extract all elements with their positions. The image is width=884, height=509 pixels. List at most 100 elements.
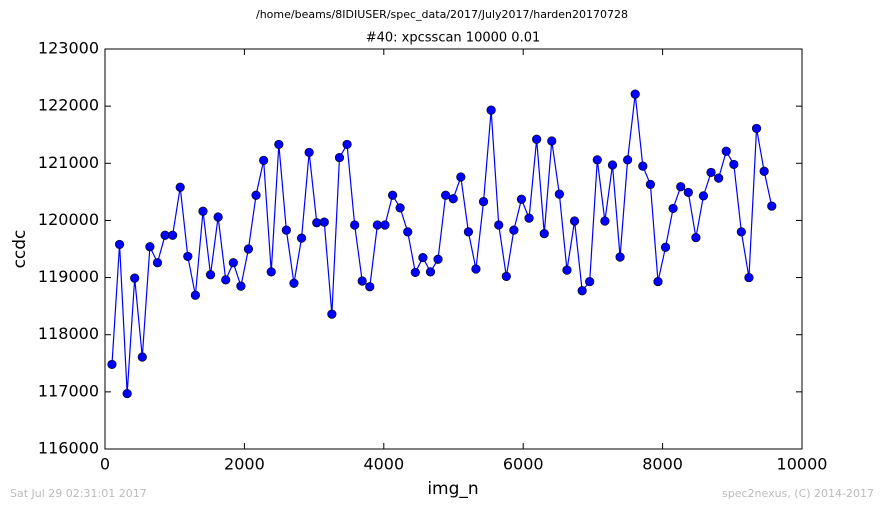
data-point <box>380 220 390 230</box>
data-point <box>516 194 527 204</box>
data-point <box>592 155 602 165</box>
y-tick-label: 119000 <box>38 267 99 286</box>
data-point <box>296 233 307 243</box>
data-point <box>365 282 375 292</box>
data-point <box>486 105 496 115</box>
data-point <box>137 352 147 362</box>
data-point <box>236 281 246 291</box>
data-point <box>213 212 223 222</box>
data-point <box>107 359 117 370</box>
data-point <box>729 159 739 170</box>
data-point <box>744 272 754 283</box>
data-point <box>501 271 511 282</box>
data-point <box>425 267 436 277</box>
data-point <box>509 225 519 235</box>
data-point <box>554 189 564 199</box>
data-point <box>653 276 663 287</box>
x-tick-label: 6000 <box>503 455 544 474</box>
data-point <box>456 172 466 182</box>
data-point <box>714 173 724 183</box>
data-point <box>205 270 216 280</box>
data-point <box>387 190 398 200</box>
data-point <box>274 139 284 150</box>
y-tick-label: 116000 <box>38 439 99 458</box>
data-point <box>607 160 618 170</box>
y-tick-label: 121000 <box>38 153 99 172</box>
data-point <box>751 123 762 134</box>
data-point <box>638 161 648 171</box>
data-point <box>600 216 610 226</box>
data-point <box>676 182 686 192</box>
x-axis-label: img_n <box>427 479 478 499</box>
data-point <box>478 196 489 207</box>
chart-title: #40: xpcsscan 10000 0.01 <box>366 31 541 46</box>
data-point <box>418 252 428 263</box>
data-point <box>471 264 481 274</box>
data-point <box>683 187 693 198</box>
data-point <box>259 155 269 166</box>
data-point <box>721 146 731 156</box>
data-point <box>266 267 276 277</box>
data-point <box>585 276 595 287</box>
data-point <box>403 227 413 237</box>
y-tick-label: 122000 <box>38 96 99 115</box>
data-point <box>660 242 671 252</box>
data-point <box>114 239 125 250</box>
data-point <box>524 213 534 223</box>
data-point <box>532 134 542 144</box>
data-point <box>539 228 549 239</box>
data-point <box>691 232 701 243</box>
data-point <box>623 155 633 165</box>
data-point <box>334 152 345 163</box>
data-point <box>569 216 580 226</box>
data-point <box>395 203 405 213</box>
data-point <box>243 244 254 254</box>
data-point <box>736 227 746 237</box>
data-point <box>645 179 656 190</box>
data-point <box>630 89 640 99</box>
data-point <box>615 252 625 262</box>
data-point <box>145 242 155 252</box>
data-point <box>494 220 504 230</box>
y-tick-label: 118000 <box>38 324 99 343</box>
x-tick-label: 2000 <box>224 455 265 474</box>
data-point <box>198 206 208 216</box>
y-axis-label: ccdc <box>10 230 30 269</box>
x-tick-label: 0 <box>100 455 110 474</box>
data-point <box>304 147 314 158</box>
data-point <box>562 265 572 275</box>
data-point <box>289 278 299 288</box>
data-point <box>357 276 367 286</box>
data-point <box>251 190 261 200</box>
data-point <box>698 191 709 201</box>
y-tick-label: 117000 <box>38 381 99 400</box>
data-line <box>111 94 773 394</box>
data-point <box>577 286 587 296</box>
footer-right: spec2nexus, (C) 2014-2017 <box>722 487 874 500</box>
x-tick-label: 10000 <box>777 455 828 474</box>
data-point <box>759 166 769 176</box>
data-point <box>183 251 193 262</box>
data-point <box>342 139 352 150</box>
x-tick-label: 4000 <box>363 455 404 474</box>
data-point <box>122 388 132 399</box>
x-tick-label: 8000 <box>642 455 683 474</box>
data-point <box>168 230 178 240</box>
data-point <box>152 258 163 268</box>
y-tick-label: 120000 <box>38 210 99 229</box>
data-point <box>319 217 329 227</box>
data-point <box>706 167 716 178</box>
data-point <box>410 267 420 278</box>
data-point <box>668 203 678 214</box>
data-point <box>441 190 451 200</box>
data-point <box>327 309 337 319</box>
data-point <box>463 227 474 237</box>
data-point <box>547 136 557 146</box>
data-point <box>350 220 360 230</box>
footer-left: Sat Jul 29 02:31:01 2017 <box>10 487 147 500</box>
data-point <box>433 254 443 264</box>
data-point <box>130 273 140 283</box>
data-point <box>767 201 777 211</box>
data-point <box>228 258 238 268</box>
